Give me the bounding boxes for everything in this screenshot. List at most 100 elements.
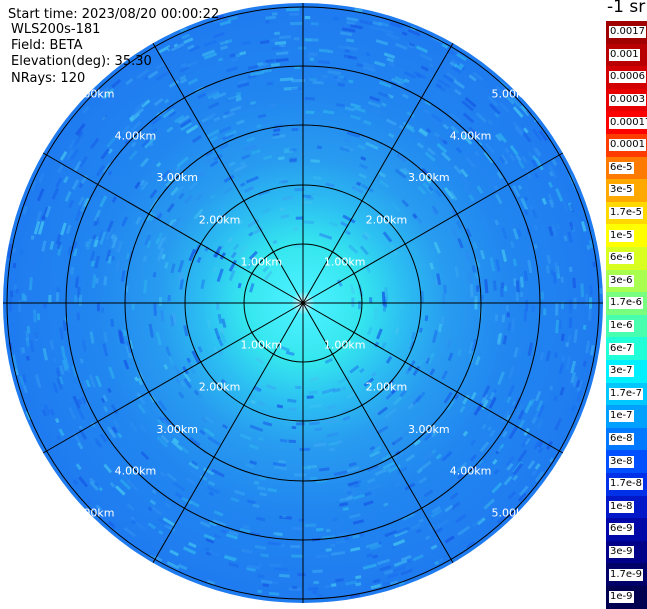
speckle-cell: [279, 345, 290, 352]
speckle-cell: [423, 432, 433, 442]
speckle-cell: [331, 550, 346, 556]
speckle-cell: [155, 71, 169, 82]
speckle-cell: [494, 112, 500, 119]
speckle-cell: [554, 261, 559, 275]
speckle-cell: [377, 541, 382, 546]
speckle-cell: [219, 143, 229, 150]
speckle-cell: [109, 481, 116, 488]
speckle-cell: [468, 126, 480, 138]
speckle-cell: [450, 501, 461, 511]
speckle-cell: [119, 478, 132, 491]
speckle-cell: [164, 502, 173, 509]
speckle-cell: [139, 424, 147, 433]
speckle-cell: [485, 410, 494, 421]
speckle-cell: [195, 193, 204, 202]
speckle-cell: [568, 317, 573, 328]
speckle-cell: [363, 491, 372, 497]
speckle-cell: [457, 237, 464, 249]
speckle-cell: [472, 242, 478, 250]
speckle-cell: [216, 268, 224, 283]
speckle-cell: [472, 71, 484, 81]
speckle-cell: [219, 20, 232, 26]
speckle-cell: [275, 532, 284, 537]
speckle-cell: [422, 450, 435, 461]
speckle-cell: [392, 565, 406, 573]
speckle-cell: [503, 285, 508, 292]
speckle-cell: [175, 165, 181, 172]
speckle-cell: [341, 27, 356, 33]
speckle-cell: [507, 384, 516, 398]
speckle-cell: [279, 515, 292, 520]
speckle-cell: [279, 573, 290, 578]
speckle-cell: [56, 435, 61, 441]
speckle-cell: [57, 244, 63, 256]
speckle-cell: [568, 299, 572, 314]
speckle-cell: [271, 12, 278, 16]
speckle-cell: [111, 236, 118, 249]
colorbar-cell: 1.7e-8: [606, 473, 647, 497]
speckle-cell: [22, 205, 29, 215]
speckle-cell: [207, 101, 220, 110]
speckle-cell: [302, 194, 312, 198]
speckle-cell: [181, 33, 191, 40]
speckle-cell: [88, 374, 97, 388]
speckle-cell: [538, 447, 544, 454]
speckle-cell: [34, 374, 42, 389]
speckle-cell: [532, 154, 537, 161]
speckle-cell: [441, 151, 451, 162]
speckle-cell: [517, 348, 522, 355]
speckle-cell: [107, 387, 112, 394]
speckle-cell: [415, 73, 422, 79]
speckle-cell: [207, 480, 216, 487]
speckle-cell: [213, 510, 224, 517]
colorbar-label: 1.7e-5: [609, 207, 644, 220]
colorbar-label: 3e-6: [609, 274, 634, 287]
speckle-cell: [258, 562, 264, 567]
speckle-cell: [78, 183, 84, 189]
speckle-cell: [176, 304, 180, 312]
speckle-cell: [426, 147, 436, 156]
speckle-cell: [383, 502, 389, 507]
speckle-cell: [452, 78, 466, 89]
speckle-cell: [102, 114, 108, 121]
speckle-cell: [489, 391, 496, 400]
speckle-cell: [392, 297, 396, 305]
speckle-cell: [474, 355, 481, 366]
speckle-cell: [552, 271, 557, 284]
speckle-cell: [93, 239, 99, 247]
speckle-cell: [294, 65, 301, 69]
speckle-cell: [479, 249, 486, 260]
speckle-cell: [129, 421, 138, 433]
speckle-cell: [359, 533, 365, 537]
speckle-cell: [511, 400, 517, 407]
speckle-cell: [536, 419, 544, 430]
colorbar-label: 3e-7: [609, 365, 634, 378]
speckle-cell: [582, 360, 587, 367]
speckle-cell: [65, 224, 72, 235]
speckle-cell: [247, 64, 259, 70]
speckle-cell: [170, 263, 176, 274]
speckle-cell: [424, 151, 436, 162]
speckle-cell: [422, 182, 434, 194]
speckle-cell: [346, 20, 356, 26]
speckle-cell: [324, 357, 333, 364]
speckle-cell: [150, 115, 162, 126]
speckle-cell: [458, 62, 465, 68]
speckle-cell: [385, 355, 393, 364]
speckle-cell: [536, 400, 544, 412]
speckle-cell: [289, 159, 297, 163]
speckle-cell: [78, 476, 89, 488]
speckle-cell: [497, 332, 503, 345]
speckle-cell: [348, 461, 357, 467]
speckle-cell: [487, 426, 493, 432]
speckle-cell: [506, 312, 510, 318]
speckle-cell: [229, 53, 236, 58]
speckle-cell: [570, 372, 576, 384]
speckle-cell: [173, 365, 182, 377]
speckle-cell: [220, 378, 227, 385]
colorbar-cell: 1.7e-9: [606, 563, 647, 587]
speckle-cell: [141, 139, 150, 148]
speckle-cell: [282, 195, 293, 201]
speckle-cell: [193, 208, 204, 220]
speckle-cell: [223, 174, 235, 183]
